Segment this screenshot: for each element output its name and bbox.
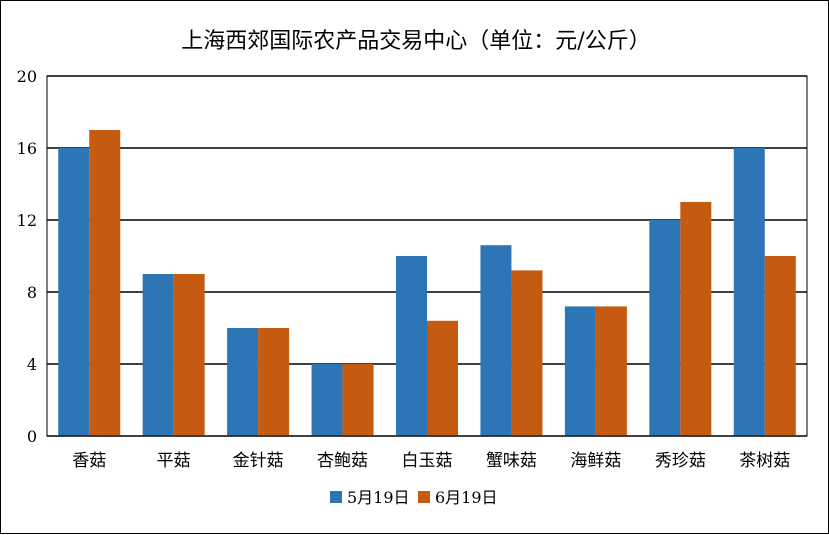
- bar-1-5: [396, 256, 427, 436]
- plot-area-border: [46, 75, 808, 437]
- legend-swatch-series-2: [418, 491, 430, 503]
- bar-1-8: [649, 220, 681, 436]
- x-category-label: 平菇: [157, 451, 191, 471]
- bar-2-4: [342, 364, 374, 436]
- bar-2-5: [427, 320, 458, 436]
- bar-1-4: [311, 364, 343, 436]
- legend-label-series-2: 6月19日: [435, 488, 498, 507]
- y-axis-ticks: 0 4 8 12 16 20: [17, 67, 37, 446]
- bar-2-9: [764, 256, 796, 436]
- bar-1-3: [227, 328, 259, 436]
- bar-2-3: [258, 328, 290, 436]
- x-category-label: 白玉菇: [402, 451, 453, 471]
- chart-title: 上海西郊国际农产品交易中心（单位：元/公斤）: [181, 29, 650, 54]
- y-tick-label: 8: [27, 283, 37, 302]
- bar-1-9: [733, 148, 765, 436]
- bar-1-2: [142, 274, 174, 436]
- legend-label-series-1: 5月19日: [347, 488, 410, 507]
- bar-1-1: [58, 148, 90, 436]
- bar-2-8: [680, 202, 712, 436]
- y-tick-label: 4: [27, 355, 37, 374]
- y-tick-label: 20: [17, 67, 37, 86]
- x-category-label: 茶树菇: [739, 451, 790, 471]
- bar-2-6: [511, 270, 543, 436]
- bar-2-1: [89, 130, 121, 436]
- legend-swatch-series-1: [330, 491, 342, 503]
- bars: [58, 130, 796, 436]
- x-axis-categories: 香菇 平菇 金针菇 杏鲍菇 白玉菇 蟹味菇 海鲜菇 秀珍菇 茶树菇: [72, 451, 790, 471]
- bar-2-2: [173, 274, 205, 436]
- x-category-label: 杏鲍菇: [317, 451, 368, 471]
- x-category-label: 金针菇: [233, 451, 284, 471]
- legend: 5月19日 6月19日: [330, 488, 498, 507]
- x-category-label: 秀珍菇: [655, 451, 706, 471]
- bar-1-7: [564, 306, 596, 436]
- x-category-label: 香菇: [72, 451, 106, 471]
- bar-1-6: [480, 245, 512, 436]
- y-tick-label: 16: [17, 139, 37, 158]
- y-tick-label: 12: [17, 211, 37, 230]
- y-tick-label: 0: [27, 427, 37, 446]
- x-category-label: 蟹味菇: [486, 451, 537, 471]
- bar-2-7: [595, 306, 627, 436]
- x-category-label: 海鲜菇: [570, 451, 621, 471]
